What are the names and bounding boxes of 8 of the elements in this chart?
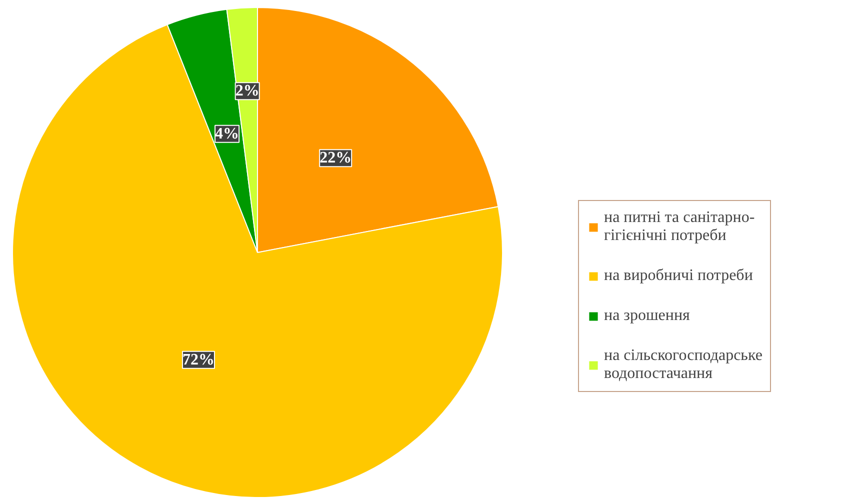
legend-label: на питні та санітарно-гігієнічні потреби [604,209,755,245]
data-label: 2% [235,82,260,100]
legend-label: на виробничі потреби [604,267,753,285]
legend-label: на зрошення [604,307,690,325]
legend-label: на сільскогосподарське водопостачання [604,347,762,383]
data-label: 22% [320,150,352,167]
data-label: 4% [215,125,240,142]
data-label: 72% [182,351,214,368]
